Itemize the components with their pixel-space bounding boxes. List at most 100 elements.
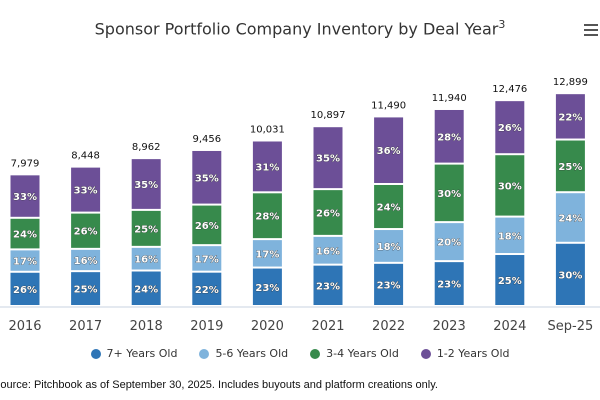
menu-icon[interactable]	[584, 24, 598, 36]
bar-segment	[71, 167, 101, 212]
bar-segment	[71, 213, 101, 248]
bar-segment	[131, 159, 161, 209]
bar-segment	[495, 101, 525, 154]
total-label: 12,476	[492, 84, 527, 95]
segment-label: 18%	[377, 242, 401, 253]
x-tick-label: 2021	[311, 319, 344, 334]
bar-segment	[71, 249, 101, 271]
segment-label: 23%	[316, 281, 340, 292]
segment-label: 18%	[498, 231, 522, 242]
bar-segment	[192, 150, 222, 204]
bar-segment	[71, 272, 101, 305]
legend-item[interactable]: 5-6 Years Old	[199, 347, 288, 360]
legend-marker-icon	[199, 348, 210, 359]
bar-segment	[10, 272, 40, 305]
segment-label: 23%	[377, 280, 401, 291]
segment-label: 28%	[437, 132, 461, 143]
x-tick-label: 2024	[493, 319, 526, 334]
bar-segment	[313, 190, 343, 235]
segment-label: 23%	[255, 283, 279, 294]
title-footnote-marker: 3	[498, 18, 506, 31]
bar-segment	[10, 218, 40, 249]
stacked-bar-chart: 26% 17% 24% 33% 7,979 2016 25% 16% 26% 33% 8,448 20…	[0, 77, 600, 334]
segment-label: 26%	[498, 123, 522, 134]
x-tick-label: 2020	[251, 319, 284, 334]
bar-segment	[131, 210, 161, 246]
bar-segment	[252, 240, 282, 267]
segment-label: 26%	[316, 209, 340, 220]
segment-label: 26%	[13, 285, 37, 296]
segment-label: 16%	[74, 256, 98, 267]
bar-segment	[131, 271, 161, 305]
chart-title: Sponsor Portfolio Company Inventory by D…	[0, 18, 600, 38]
legend: 7+ Years Old 5-6 Years Old 3-4 Years Old 1-…	[0, 347, 600, 360]
total-label: 8,448	[71, 151, 100, 162]
x-tick-label: 2018	[130, 319, 163, 334]
bar-segment	[374, 184, 404, 229]
chart-title-text: Sponsor Portfolio Company Inventory by D…	[94, 19, 499, 39]
x-tick-label: 2023	[433, 319, 466, 334]
legend-marker-icon	[420, 348, 431, 359]
bar-segment	[192, 205, 222, 245]
segment-label: 36%	[377, 146, 401, 157]
bar-segment	[374, 263, 404, 305]
bar-segment	[434, 262, 464, 305]
total-label: 11,940	[432, 93, 467, 104]
total-label: 7,979	[11, 158, 40, 169]
bar-segment	[313, 265, 343, 305]
source-note: Source: Pitchbook as of September 30, 20…	[0, 379, 438, 391]
x-tick-label: 2019	[190, 319, 223, 334]
segment-label: 17%	[195, 254, 219, 265]
bar-segment	[374, 117, 404, 183]
legend-item[interactable]: 7+ Years Old	[90, 347, 177, 360]
bar-segment	[252, 193, 282, 239]
bar-segment	[192, 272, 222, 305]
segment-label: 26%	[74, 227, 98, 238]
legend-marker-icon	[310, 348, 321, 359]
bar-segment	[555, 243, 585, 305]
bar-segment	[313, 236, 343, 264]
segment-label: 16%	[134, 255, 158, 266]
bar-segment	[495, 155, 525, 216]
segment-label: 35%	[134, 180, 158, 191]
legend-marker-icon	[90, 348, 101, 359]
bar-segment	[495, 217, 525, 254]
bar-segment	[131, 247, 161, 270]
total-label: 9,456	[192, 134, 221, 145]
bar-segment	[252, 268, 282, 305]
segment-label: 25%	[498, 276, 522, 287]
bar-segment	[555, 94, 585, 139]
segment-label: 16%	[316, 246, 340, 257]
bar-segment	[555, 140, 585, 192]
segment-label: 24%	[134, 284, 158, 295]
segment-label: 25%	[134, 224, 158, 235]
segment-label: 33%	[74, 186, 98, 197]
segment-label: 33%	[13, 192, 37, 203]
bar-segment	[555, 193, 585, 242]
legend-label: 1-2 Years Old	[436, 347, 510, 360]
segment-label: 31%	[255, 162, 279, 173]
legend-item[interactable]: 3-4 Years Old	[310, 347, 399, 360]
bar-segment	[192, 246, 222, 271]
segment-label: 28%	[255, 212, 279, 223]
bar-segment	[252, 141, 282, 192]
total-label: 10,031	[250, 124, 285, 135]
bar-segment	[374, 230, 404, 262]
legend-item[interactable]: 1-2 Years Old	[420, 347, 510, 360]
bar-segment	[434, 109, 464, 163]
segment-label: 30%	[558, 270, 582, 281]
segment-label: 24%	[377, 203, 401, 214]
segment-label: 24%	[558, 213, 582, 224]
total-label: 11,490	[371, 100, 406, 111]
total-label: 12,899	[553, 77, 588, 88]
legend-label: 3-4 Years Old	[326, 347, 399, 360]
x-tick-label: 2022	[372, 319, 405, 334]
segment-label: 23%	[437, 280, 461, 291]
bar-segment	[10, 175, 40, 217]
bar-segment	[434, 164, 464, 222]
segment-label: 25%	[558, 162, 582, 173]
x-tick-label: Sep-25	[548, 319, 594, 334]
segment-label: 30%	[437, 189, 461, 200]
bar-segment	[434, 223, 464, 261]
segment-label: 22%	[558, 112, 582, 123]
